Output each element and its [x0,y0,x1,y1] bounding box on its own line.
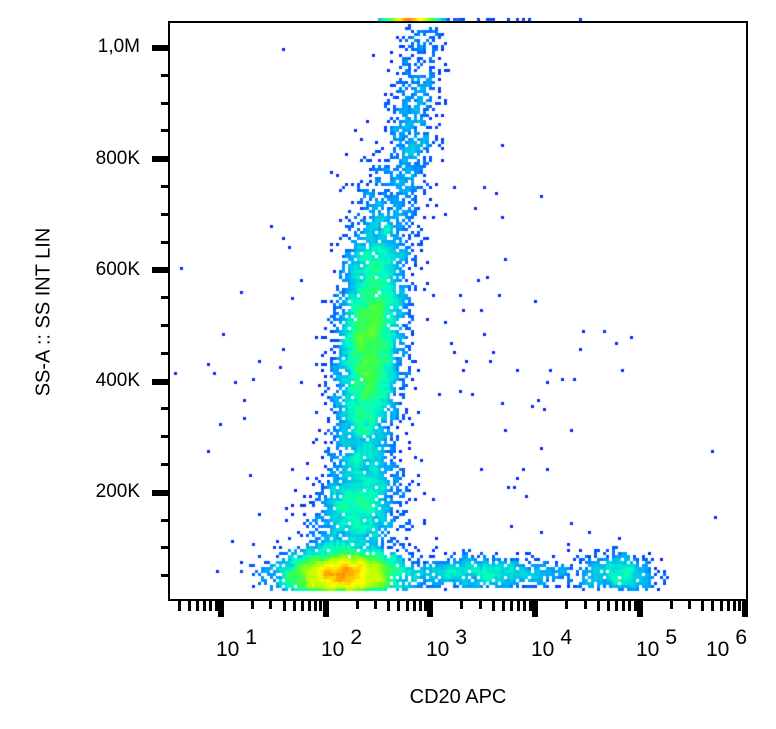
x-minor-tick [622,601,626,611]
x-tick-label: 102 [321,626,363,661]
x-tick-label: 101 [216,626,258,661]
x-minor-tick [633,601,637,611]
x-tick-label: 104 [531,626,573,661]
x-major-tick [741,601,748,617]
x-minor-tick [738,601,742,611]
x-major-tick [636,601,643,617]
x-minor-tick [711,601,715,611]
x-minor-tick [510,601,514,611]
x-minor-tick [732,601,736,611]
y-minor-tick [161,212,168,216]
x-minor-tick [307,601,311,611]
y-minor-tick [161,73,168,77]
x-minor-tick [319,601,323,611]
x-tick-label: 106 [706,626,748,661]
y-tick-label: 200K [95,481,140,502]
x-minor-tick [596,601,600,611]
x-minor-tick [203,601,207,611]
x-major-tick [532,601,539,617]
x-minor-tick [209,601,213,611]
x-minor-tick [282,601,286,611]
y-major-tick [152,378,168,385]
x-minor-tick [418,601,422,611]
x-minor-tick [606,601,610,611]
y-minor-tick [161,129,168,133]
x-minor-tick [583,601,587,609]
x-tick-label: 103 [426,626,468,661]
x-minor-tick [628,601,632,611]
x-minor-tick [314,601,318,611]
x-minor-tick [528,601,532,611]
x-major-tick [322,601,329,617]
y-minor-tick [161,407,168,411]
y-tick-label: 1,0M [97,36,140,57]
x-axis-title: CD20 APC [409,686,507,708]
density-dot-plot [168,15,748,601]
y-major-tick [152,156,168,163]
x-minor-tick [292,601,296,611]
x-tick-label: 105 [636,626,678,661]
y-tick-label: 400K [95,370,140,391]
y-minor-tick [161,240,168,244]
x-minor-tick [726,601,730,611]
x-minor-tick [523,601,527,611]
y-tick-label: 600K [95,259,140,280]
y-tick-label: 800K [95,148,140,169]
x-minor-tick [387,601,391,611]
y-minor-tick [161,546,168,550]
x-minor-tick [177,601,181,611]
y-major-tick [152,489,168,496]
x-minor-tick [251,601,255,609]
y-minor-tick [161,518,168,522]
x-minor-tick [460,601,464,609]
x-minor-tick [374,601,378,609]
x-minor-tick [565,601,569,609]
x-minor-tick [214,601,218,611]
x-minor-tick [412,601,416,611]
x-minor-tick [397,601,401,611]
y-minor-tick [161,185,168,188]
y-minor-tick [161,574,168,578]
x-minor-tick [405,601,409,611]
x-minor-tick [502,601,506,611]
y-minor-tick [161,296,168,300]
y-minor-tick [161,324,168,327]
x-minor-tick [701,601,705,611]
x-minor-tick [196,601,200,611]
x-minor-tick [615,601,619,611]
x-minor-tick [517,601,521,611]
y-axis-title: SS-A :: SS INT LIN [32,227,55,397]
x-minor-tick [187,601,191,611]
x-minor-tick [424,601,428,611]
x-minor-tick [688,601,692,609]
x-major-tick [427,601,434,617]
x-minor-tick [478,601,482,609]
x-minor-tick [719,601,723,611]
x-minor-tick [300,601,304,611]
x-minor-tick [669,601,673,609]
x-minor-tick [355,601,359,609]
x-minor-tick [269,601,273,609]
y-minor-tick [161,351,168,355]
y-minor-tick [161,463,168,466]
y-major-tick [152,45,168,51]
y-major-tick [152,267,168,274]
y-minor-tick [161,435,168,439]
x-minor-tick [491,601,495,611]
y-minor-tick [161,101,168,105]
x-major-tick [218,601,224,617]
